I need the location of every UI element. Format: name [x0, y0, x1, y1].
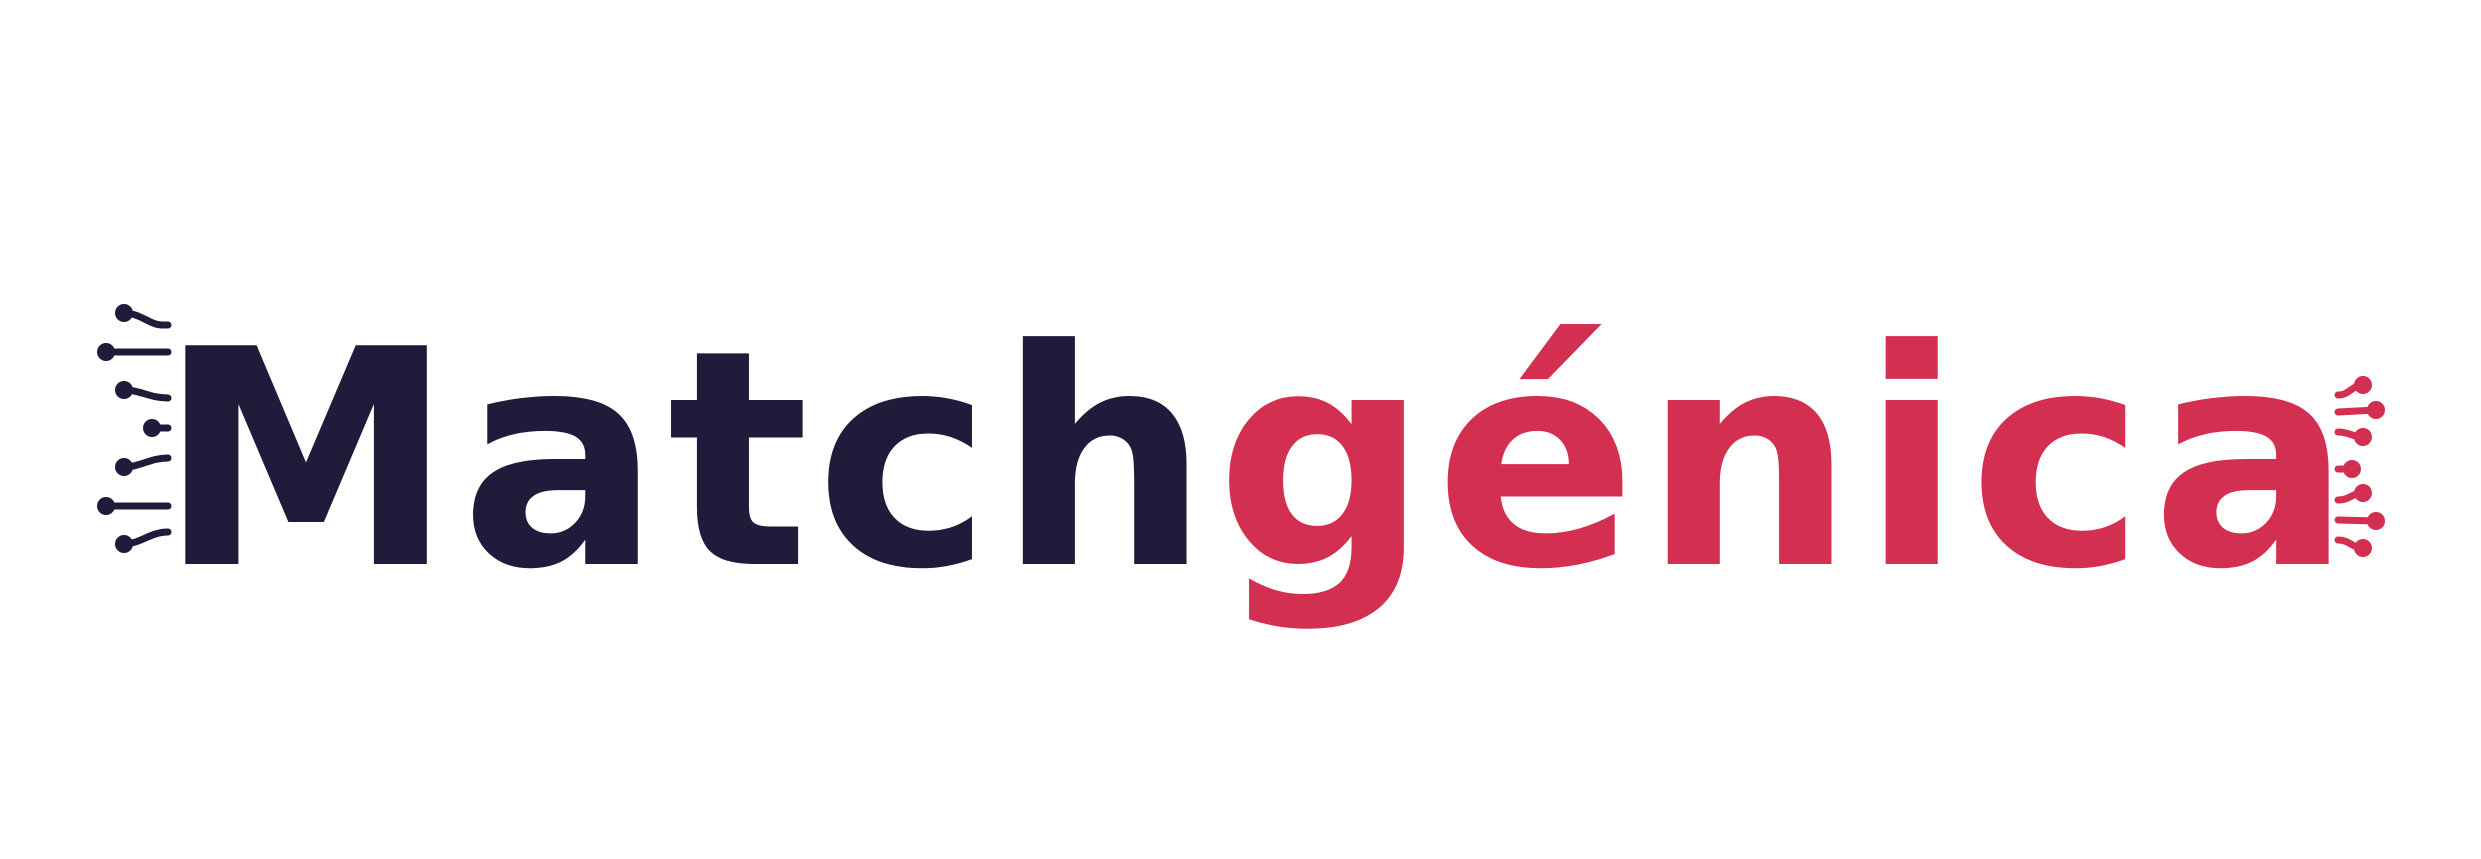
left-circuit-icon [97, 304, 172, 553]
logo-wordmark-primary: Match [158, 286, 1216, 635]
logo-wordmark-accent: génica [1216, 286, 2358, 635]
right-circuit-icon [2334, 376, 2385, 557]
logo-wordmark: Matchgénica [158, 286, 2358, 635]
